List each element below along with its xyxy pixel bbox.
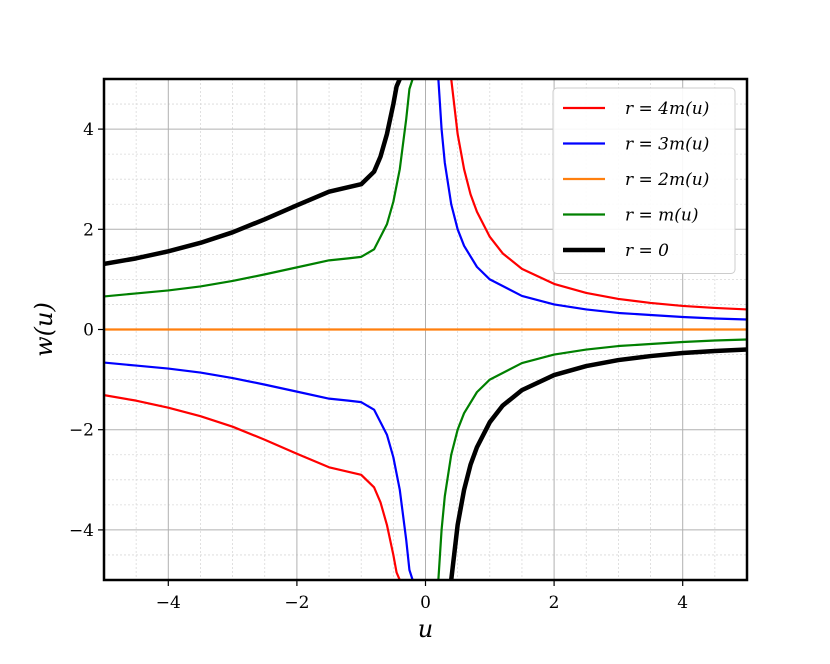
y-tick-label: 4 [83,120,94,140]
x-tick-label: 0 [420,593,431,613]
y-tick-label: −2 [69,421,94,441]
y-tick-label: 2 [83,220,94,240]
plot-area [104,79,747,580]
legend: r = 4m(u) r = 3m(u) r = 2m(u) r = m(u) r = 0 [552,87,736,274]
y-tick-label: 0 [83,321,94,341]
legend-label-0: r = 4m(u) [625,99,709,119]
x-tick-label: 4 [677,593,688,613]
legend-box [552,87,736,274]
series-line-3-branch-1 [437,338,747,580]
legend-label-3: r = m(u) [625,206,699,226]
series-line-1-branch-1 [437,79,747,321]
series-line-3-branch-0 [104,79,414,298]
x-tick-label: 2 [549,593,560,613]
series-line-4-branch-1 [448,347,747,580]
series-line-4-branch-0 [104,79,403,267]
x-tick-label: −2 [284,593,309,613]
x-tick-label: −4 [156,593,181,613]
x-axis-label: u [418,615,433,643]
series-line-0-branch-1 [450,79,747,311]
series-line-0-branch-0 [104,394,401,580]
legend-label-2: r = 2m(u) [625,170,709,190]
y-axis-label: w(u) [30,302,58,357]
axis-ticks: −4 −2 0 2 4 −4 −2 0 2 4 [69,120,688,613]
series-line-1-branch-0 [104,361,414,580]
legend-label-4: r = 0 [625,241,669,261]
y-tick-label: −4 [69,521,94,541]
legend-label-1: r = 3m(u) [625,135,709,155]
